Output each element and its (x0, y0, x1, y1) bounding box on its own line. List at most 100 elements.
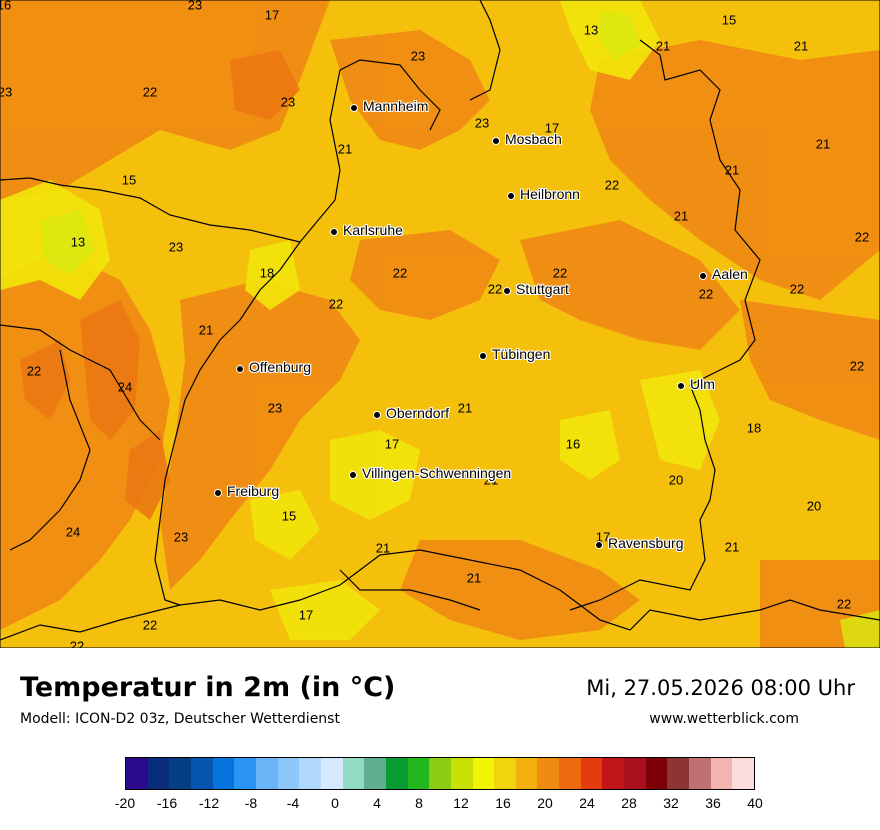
website-link[interactable]: www.wetterblick.com (649, 711, 799, 727)
color-scale-tick-label: -8 (244, 795, 258, 811)
city-dot-icon (507, 192, 515, 200)
city-dot-icon (214, 489, 222, 497)
temperature-value-label: 22 (854, 229, 870, 245)
temperature-value-label: 20 (806, 498, 822, 514)
temperature-value-label: 23 (474, 115, 490, 131)
temperature-value-label: 23 (280, 94, 296, 110)
temperature-value-label: 17 (384, 436, 400, 452)
color-scale-segment (602, 758, 625, 789)
color-scale-segment (147, 758, 170, 789)
temperature-value-label: 22 (392, 265, 408, 281)
temperature-value-label: 22 (552, 265, 568, 281)
temperature-value-label: 23 (267, 400, 283, 416)
color-scale-segment (515, 758, 538, 789)
color-scale-tick-label: -12 (198, 795, 220, 811)
color-scale-segment (255, 758, 278, 789)
city-dot-icon (699, 272, 707, 280)
color-scale-segment (364, 758, 386, 789)
city-label: Ravensburg (608, 535, 684, 551)
color-scale-segment (580, 758, 603, 789)
city-dot-icon (595, 541, 603, 549)
temperature-value-label: 20 (668, 472, 684, 488)
color-scale-segment (385, 758, 408, 789)
city-label: Villingen-Schwenningen (362, 465, 512, 481)
color-scale-segment (537, 758, 560, 789)
map-title: Temperatur in 2m (in °C) (20, 672, 396, 703)
temperature-value-label: 22 (789, 281, 805, 297)
color-scale-segment (320, 758, 343, 789)
temperature-value-label: 21 (673, 208, 689, 224)
temperature-value-label: 16 (565, 436, 581, 452)
color-scale-tick-label: 40 (747, 795, 763, 811)
city-dot-icon (373, 411, 381, 419)
temperature-value-label: 22 (698, 286, 714, 302)
temperature-value-label: 15 (721, 12, 737, 28)
city-label: Tübingen (492, 346, 551, 362)
temperature-value-label: 18 (259, 265, 275, 281)
color-scale-segment (429, 758, 451, 789)
temperature-value-label: 22 (26, 363, 42, 379)
city-dot-icon (349, 471, 357, 479)
map-footer: Temperatur in 2m (in °C) Modell: ICON-D2… (0, 648, 880, 830)
color-scale-tick-label: -4 (286, 795, 300, 811)
temperature-value-label: 21 (724, 539, 740, 555)
temperature-value-label: 24 (117, 379, 133, 395)
temperature-value-label: 18 (746, 420, 762, 436)
city-dot-icon (492, 137, 500, 145)
color-scale-segment (169, 758, 191, 789)
temperature-value-label: 22 (836, 596, 852, 612)
color-scale-segment (126, 758, 148, 789)
temperature-value-label: 23 (410, 48, 426, 64)
temperature-value-label: 22 (328, 296, 344, 312)
temperature-value-label: 22 (849, 358, 865, 374)
temperature-value-label: 23 (168, 239, 184, 255)
color-scale-segment (494, 758, 516, 789)
temperature-value-label: 23 (0, 84, 13, 100)
color-scale-tick-label: 24 (579, 795, 595, 811)
city-dot-icon (677, 382, 685, 390)
color-scale-segment (342, 758, 365, 789)
temperature-value-label: 21 (655, 38, 671, 54)
color-scale-segment (234, 758, 256, 789)
temperature-value-label: 17 (544, 120, 560, 136)
temperature-value-label: 17 (264, 7, 280, 23)
city-label: Karlsruhe (343, 222, 403, 238)
city-label: Mannheim (363, 98, 429, 114)
temperature-value-label: 13 (583, 22, 599, 38)
color-scale-segment (559, 758, 581, 789)
color-scale-legend (125, 757, 755, 790)
city-dot-icon (479, 352, 487, 360)
city-label: Heilbronn (520, 186, 580, 202)
color-scale-segment (624, 758, 646, 789)
color-scale-segment (277, 758, 300, 789)
temperature-value-label: 23 (187, 0, 203, 13)
temperature-value-label: 21 (337, 141, 353, 157)
color-scale-segment (689, 758, 711, 789)
color-scale-tick-label: -16 (156, 795, 178, 811)
color-scale-tick-label: -20 (114, 795, 136, 811)
color-scale-segment (732, 758, 755, 789)
temperature-value-label: 21 (815, 136, 831, 152)
color-scale-tick-label: 36 (705, 795, 721, 811)
color-scale-segment (407, 758, 430, 789)
temperature-value-label: 22 (487, 281, 503, 297)
temperature-value-label: 21 (375, 540, 391, 556)
city-label: Freiburg (227, 483, 280, 499)
temperature-map[interactable]: 23 17 16 13 15 21 21 23 23 22 23 23 17 21 21 21 15 22 21 13… (0, 0, 880, 648)
temperature-value-label: 21 (198, 322, 214, 338)
color-scale-segment (710, 758, 733, 789)
city-dot-icon (503, 287, 511, 295)
color-scale-tick-label: 16 (495, 795, 511, 811)
model-info: Modell: ICON-D2 03z, Deutscher Wetterdie… (20, 711, 340, 727)
temperature-value-label: 22 (604, 177, 620, 193)
temperature-value-label: 21 (724, 162, 740, 178)
color-scale-segment (450, 758, 473, 789)
city-dot-icon (236, 365, 244, 373)
temperature-value-label: 22 (142, 84, 158, 100)
temperature-value-label: 21 (793, 38, 809, 54)
city-label: Mosbach (505, 131, 562, 147)
color-scale-tick-label: 8 (415, 795, 423, 811)
color-scale-tick-label: 12 (453, 795, 469, 811)
color-scale-tick-label: 32 (663, 795, 679, 811)
city-label: Stuttgart (516, 281, 569, 297)
